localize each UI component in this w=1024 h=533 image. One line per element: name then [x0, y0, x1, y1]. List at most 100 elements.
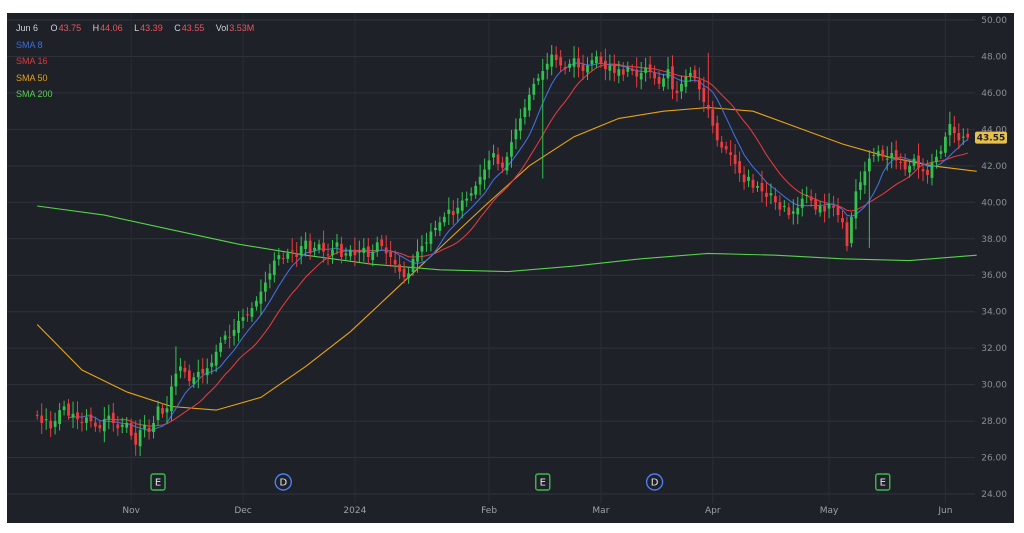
- y-tick-label: 26.00: [981, 454, 1007, 464]
- candle-body: [384, 247, 388, 254]
- candle-body: [630, 68, 634, 72]
- candle-body: [756, 185, 759, 188]
- candle-body: [250, 308, 254, 317]
- y-tick-label: 46.00: [981, 89, 1007, 99]
- chart-legend: Jun 6 O43.75 H44.06 L43.39 C43.55 Vol3.5…: [16, 20, 255, 103]
- candle-body: [738, 161, 741, 174]
- candle-body: [420, 246, 424, 252]
- candle-body: [474, 185, 478, 195]
- price-chart[interactable]: 24.00 26.00 28.00 30.00 32.00 34.00 36.00 38.00…: [7, 13, 1014, 523]
- event-label: E: [155, 478, 161, 489]
- candle-body: [402, 268, 406, 278]
- candle-body: [228, 336, 231, 338]
- candle-body: [568, 63, 571, 68]
- candle-body: [966, 133, 970, 138]
- candle-body: [809, 196, 813, 201]
- candle-body: [187, 370, 191, 381]
- candle-body: [903, 160, 907, 170]
- candle-body: [210, 362, 214, 367]
- candle-body: [657, 76, 661, 84]
- high-value: 44.06: [100, 23, 123, 33]
- candle-body: [729, 152, 733, 155]
- candle-body: [782, 205, 786, 207]
- candle-body: [434, 227, 437, 231]
- candle-body: [125, 422, 129, 428]
- y-tick-label: 32.00: [981, 344, 1007, 354]
- candle-body: [805, 195, 809, 197]
- y-tick-label: 34.00: [981, 308, 1007, 318]
- candle-body: [760, 182, 764, 192]
- candle-body: [666, 69, 670, 79]
- candle-body: [536, 78, 540, 81]
- earnings-marker: [535, 473, 551, 491]
- candle-body: [143, 424, 146, 429]
- candle-body: [930, 162, 934, 178]
- candle-body: [107, 415, 111, 420]
- candle-body: [733, 154, 737, 165]
- candle-body: [451, 211, 455, 216]
- open-value: 43.75: [58, 23, 82, 33]
- candle-body: [720, 141, 724, 148]
- candle-body: [322, 242, 325, 252]
- candle-body: [411, 258, 415, 272]
- candle-body: [272, 260, 276, 275]
- candle-body: [621, 69, 625, 75]
- x-tick-label: Nov: [122, 506, 140, 516]
- candle-body: [295, 252, 299, 257]
- candle-body: [590, 60, 594, 65]
- candle-body: [599, 56, 603, 64]
- candle-body: [572, 58, 576, 67]
- x-tick-label: Feb: [481, 506, 497, 516]
- candle-body: [138, 430, 142, 447]
- candle-body: [259, 291, 263, 304]
- candle-body: [214, 351, 218, 366]
- candle-body: [774, 196, 777, 203]
- candle-body: [223, 335, 227, 340]
- candle-body: [814, 199, 818, 210]
- dividend-marker: [274, 473, 292, 491]
- candle-body: [863, 171, 867, 186]
- candle-body: [612, 64, 616, 73]
- candle-body: [134, 432, 138, 445]
- candle-body: [102, 419, 106, 432]
- candle-body: [787, 207, 791, 216]
- y-tick-label: 28.00: [981, 417, 1007, 427]
- candle-body: [715, 122, 719, 141]
- last-price-badge: 43.55: [975, 131, 1007, 144]
- candle-body: [393, 259, 397, 265]
- candle-body: [460, 200, 464, 211]
- candle-body: [94, 422, 97, 427]
- y-tick-label: 24.00: [981, 490, 1007, 500]
- y-tick-label: 36.00: [981, 271, 1007, 281]
- candle-body: [577, 58, 580, 68]
- x-axis: Nov Dec 2024 Feb Mar Apr May Jun: [122, 506, 952, 516]
- candle-body: [429, 231, 433, 244]
- candle-body: [957, 133, 961, 141]
- low-value: 43.39: [140, 23, 163, 33]
- legend-sma-8[interactable]: SMA 8: [16, 39, 43, 50]
- candle-body: [832, 205, 835, 208]
- x-tick-label: Apr: [705, 506, 721, 516]
- candle-body: [192, 377, 196, 384]
- candle-body: [872, 154, 876, 156]
- candle-body: [595, 56, 598, 64]
- candle-body: [818, 205, 822, 213]
- candle-body: [765, 192, 768, 197]
- candle-body: [604, 60, 607, 70]
- legend-sma-50[interactable]: SMA 50: [16, 72, 48, 83]
- candle-body: [241, 317, 245, 321]
- legend-sma-200[interactable]: SMA 200: [16, 89, 53, 99]
- candle-body: [545, 63, 549, 70]
- candle-body: [617, 69, 621, 76]
- candle-body: [505, 156, 509, 171]
- candle-body: [563, 67, 567, 70]
- candle-body: [120, 424, 124, 427]
- legend-sma-16[interactable]: SMA 16: [16, 56, 48, 66]
- candle-body: [514, 129, 518, 140]
- candle-body: [349, 249, 352, 257]
- candle-body: [671, 66, 674, 90]
- candle-body: [836, 206, 840, 216]
- candle-body: [867, 158, 871, 172]
- event-label: D: [279, 478, 287, 489]
- candle-body: [357, 251, 361, 253]
